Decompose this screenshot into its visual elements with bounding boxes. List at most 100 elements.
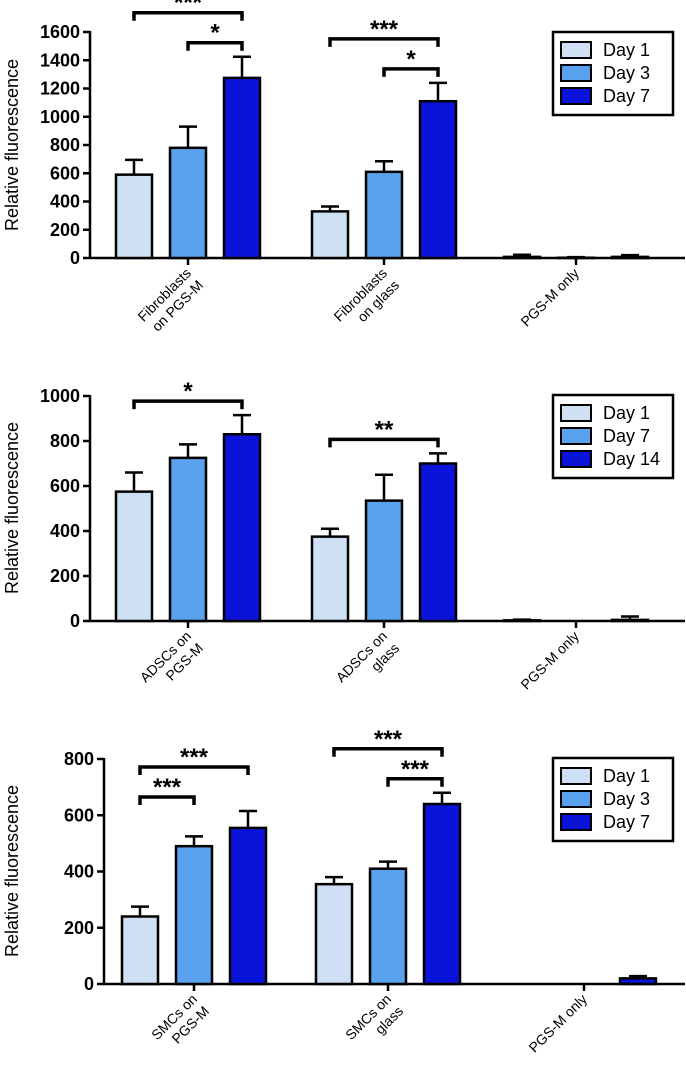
category-label: PGS-M only: [517, 265, 582, 330]
significance-label: ***: [180, 744, 209, 771]
y-tick-label: 600: [64, 805, 94, 825]
y-tick-label: 800: [50, 135, 80, 155]
category-label: SMCs onglass: [342, 991, 406, 1055]
significance-bracket: ***: [386, 756, 444, 787]
y-tick-label: 400: [64, 862, 94, 882]
category-label-line: PGS-M only: [517, 265, 582, 330]
y-tick-label: 400: [50, 192, 80, 212]
significance-bracket-line: [382, 67, 440, 77]
bar-pgs-m-only-day-1: [502, 255, 542, 260]
y-axis-label: Relative fluorescence: [2, 59, 22, 231]
chart-panel-1: Relative fluorescence 0 200 400 600 800 1000 12…: [2, 0, 685, 337]
y-tick-label: 600: [50, 163, 80, 183]
bar-smcs-on-pgs-m-day-7: [228, 826, 268, 986]
legend-swatch: [560, 790, 592, 808]
y-tick-label: 600: [50, 476, 80, 496]
significance-bracket: ***: [138, 744, 250, 776]
bar-pgs-m-only-day-7: [610, 255, 650, 260]
significance-bracket-line: [132, 399, 244, 410]
bar-smcs-on-glass-day-1: [314, 882, 354, 986]
legend: Day 1 Day 7 Day 14: [551, 393, 675, 480]
legend-label: Day 3: [603, 789, 650, 809]
significance-label: **: [375, 416, 394, 443]
significance-bracket-line: [386, 777, 444, 787]
significance-bracket: *: [186, 20, 244, 51]
legend: Day 1 Day 3 Day 7: [551, 30, 675, 117]
bar-smcs-on-glass-day-3: [368, 867, 408, 986]
category-label: PGS-M only: [525, 991, 590, 1056]
significance-label: ***: [370, 16, 399, 43]
significance-bracket: ***: [132, 0, 244, 21]
significance-label: ***: [374, 726, 403, 753]
significance-bracket-line: [138, 795, 196, 806]
significance-bracket: *: [132, 378, 244, 410]
legend-label: Day 7: [603, 426, 650, 446]
y-tick-label: 800: [64, 749, 94, 769]
y-tick-label: 1400: [40, 50, 80, 70]
y-tick-label: 1000: [40, 107, 80, 127]
significance-bracket-line: [328, 437, 440, 448]
legend-swatch: [560, 64, 592, 82]
legend-label: Day 7: [603, 86, 650, 106]
legend-swatch: [560, 427, 592, 445]
significance-bracket-line: [332, 747, 444, 757]
significance-bracket-line: [132, 10, 244, 21]
significance-label: *: [406, 46, 416, 73]
bar-adscs-on-pgs-m-day-1: [114, 490, 154, 623]
legend-swatch: [560, 813, 592, 831]
bar-adscs-on-glass-day-14: [418, 462, 458, 623]
category-label: PGS-M only: [517, 628, 582, 693]
legend-swatch: [560, 767, 592, 785]
bar-smcs-on-glass-day-7: [422, 802, 462, 986]
significance-bracket-line: [328, 37, 440, 47]
legend-swatch: [560, 450, 592, 468]
y-tick-label: 1200: [40, 79, 80, 99]
category-label: Fibroblastson PGS-M: [134, 265, 206, 337]
category-label: ADSCs onPGS-M: [137, 628, 207, 698]
bar-adscs-on-glass-day-7: [364, 499, 404, 623]
category-label: Fibroblastson glass: [330, 265, 402, 337]
y-tick-label: 0: [70, 248, 80, 268]
chart-panel-2: Relative fluorescence 0 200 400 600 800 1000 AD…: [2, 378, 685, 698]
y-tick-label: 800: [50, 431, 80, 451]
bar-adscs-on-pgs-m-day-14: [222, 433, 262, 623]
y-tick-label: 0: [70, 611, 80, 631]
bar-fibroblasts-on-glass-day-7: [418, 99, 458, 260]
y-axis-label: Relative fluorescence: [2, 422, 22, 594]
bar-fibroblasts-on-glass-day-3: [364, 170, 404, 260]
y-tick-label: 200: [50, 566, 80, 586]
y-tick-label: 200: [50, 220, 80, 240]
y-tick-label: 400: [50, 521, 80, 541]
legend-label: Day 7: [603, 812, 650, 832]
bar-adscs-on-pgs-m-day-7: [168, 456, 208, 623]
bar-smcs-on-pgs-m-day-3: [174, 844, 214, 986]
legend-label: Day 1: [603, 766, 650, 786]
significance-bracket: *: [382, 46, 440, 77]
bar-pgs-m-only-day-14: [610, 618, 650, 623]
category-label: SMCs onPGS-M: [148, 991, 212, 1055]
legend-label: Day 3: [603, 63, 650, 83]
bar-fibroblasts-on-glass-day-1: [310, 210, 350, 260]
y-tick-label: 0: [84, 974, 94, 994]
legend-label: Day 1: [603, 40, 650, 60]
y-tick-label: 1000: [40, 386, 80, 406]
bar-fibroblasts-on-pgs-m-day-7: [222, 76, 262, 260]
significance-bracket: **: [328, 416, 440, 448]
significance-label: *: [183, 378, 193, 405]
legend: Day 1 Day 3 Day 7: [551, 756, 675, 843]
y-tick-label: 1600: [40, 22, 80, 42]
legend-swatch: [560, 41, 592, 59]
significance-label: *: [210, 20, 220, 47]
category-label: ADSCs onglass: [333, 628, 403, 698]
significance-bracket: ***: [328, 16, 440, 47]
bar-adscs-on-glass-day-1: [310, 535, 350, 623]
significance-bracket: ***: [332, 726, 444, 757]
legend-swatch: [560, 404, 592, 422]
chart-panel-3: Relative fluorescence 0 200 400 600 800 SMCs o…: [2, 726, 685, 1056]
bar-fibroblasts-on-pgs-m-day-1: [114, 173, 154, 260]
bar-pgs-m-only-day-7: [618, 977, 658, 986]
bar-fibroblasts-on-pgs-m-day-3: [168, 146, 208, 260]
y-axis-label: Relative fluorescence: [2, 785, 22, 957]
legend-swatch: [560, 87, 592, 105]
